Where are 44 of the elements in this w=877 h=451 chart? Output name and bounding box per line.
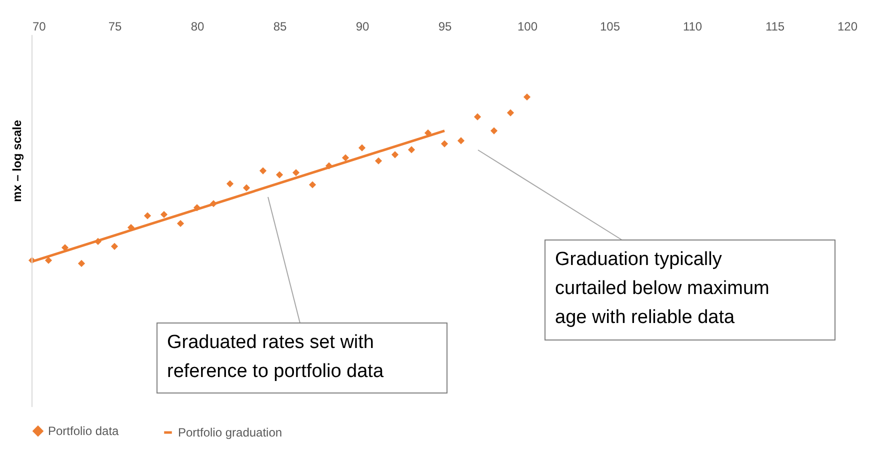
point: [44, 256, 52, 264]
point: [308, 181, 316, 188]
legend-label: Portfolio data: [48, 424, 120, 438]
x-tick-label: 100: [517, 20, 538, 34]
point: [176, 220, 184, 228]
point: [226, 180, 234, 188]
x-tick-label: 105: [600, 20, 620, 34]
x-tick-label: 80: [190, 20, 204, 34]
point: [144, 212, 152, 220]
x-tick-label: 110: [682, 20, 702, 34]
x-tick-label: 120: [837, 20, 858, 34]
point: [506, 109, 514, 116]
point: [358, 144, 366, 152]
x-tick-label: 115: [765, 20, 785, 34]
x-tick-label: 75: [108, 20, 122, 34]
point: [440, 140, 448, 148]
annotation: Graduation typically curtailed below maximum age with reliable data: [555, 249, 770, 328]
annotation: Graduated rates set with reference to portfolio data: [167, 332, 384, 382]
point: [325, 162, 333, 170]
point: [391, 151, 399, 158]
point: [374, 157, 382, 164]
point: [110, 242, 118, 250]
x-tick-label: 70: [32, 20, 46, 34]
point: [490, 127, 498, 134]
point: [424, 129, 432, 136]
point: [160, 210, 168, 218]
x-tick-label: 90: [356, 20, 370, 34]
point: [193, 204, 201, 212]
point: [523, 93, 531, 101]
point: [259, 167, 267, 174]
point: [78, 260, 86, 268]
point: [342, 154, 350, 162]
point: [474, 113, 482, 120]
point: [457, 137, 465, 144]
point: [242, 184, 250, 192]
point: [408, 146, 416, 154]
point: [210, 200, 218, 208]
point: [276, 171, 284, 178]
point: [61, 244, 69, 252]
x-tick-label: 85: [273, 20, 287, 34]
x-tick-label: 95: [438, 20, 452, 34]
legend-label: Portfolio graduation: [178, 426, 282, 440]
point: [292, 169, 300, 176]
y-axis-title: mx – log scale: [10, 120, 24, 202]
